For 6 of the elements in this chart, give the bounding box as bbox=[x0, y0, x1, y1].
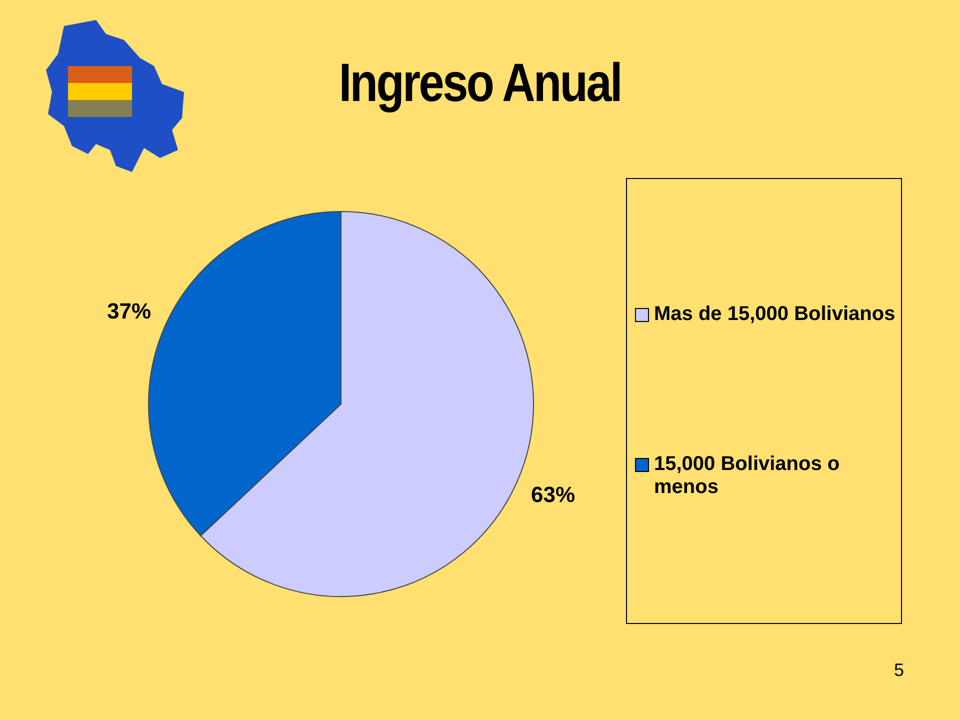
legend-label: 15,000 Bolivianos o menos bbox=[654, 453, 841, 500]
chart-title: Ingreso Anual bbox=[338, 52, 622, 114]
text: 5 bbox=[894, 660, 904, 681]
data-label: 37% bbox=[106, 298, 152, 324]
data-label: 63% bbox=[530, 482, 576, 507]
legend-label: Mas de 15,000 Bolivianos bbox=[654, 302, 896, 326]
